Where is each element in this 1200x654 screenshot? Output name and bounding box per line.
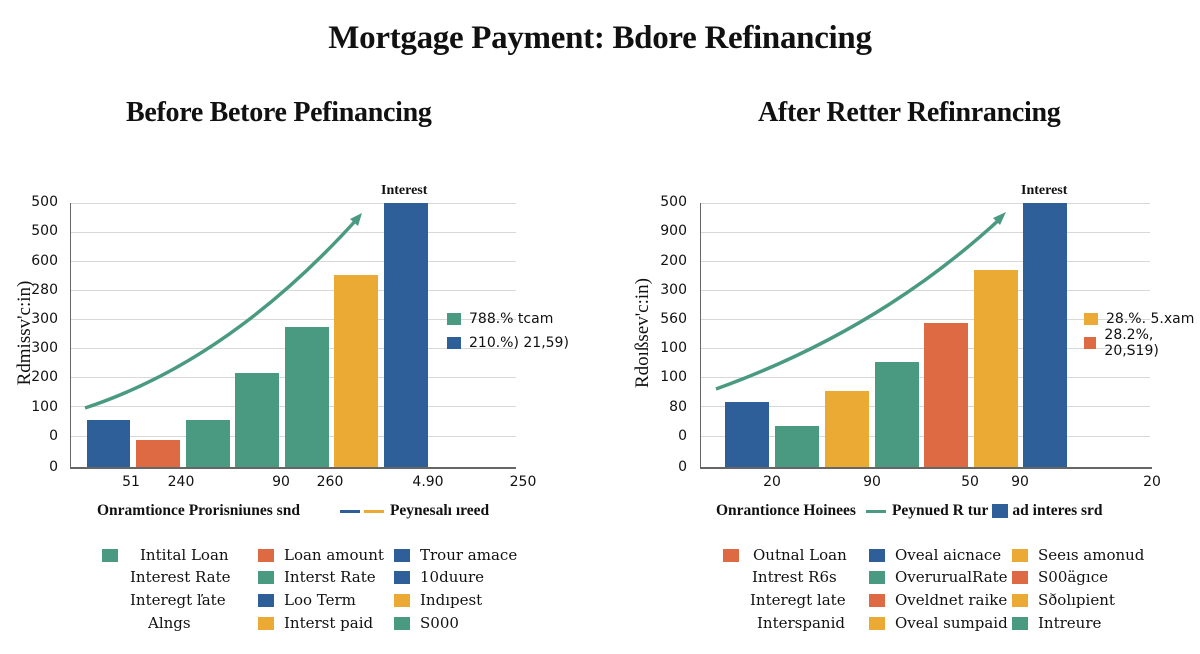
legend-item: Interest Rate [130,568,231,586]
bar[interactable] [1023,203,1067,467]
legend-item: Oveldnet raike [869,590,1007,610]
legend-item: Intreure [1012,613,1101,633]
bar[interactable] [825,391,869,467]
footer-before: Onramtionce Prorisniunes snd Peynesalı ı… [97,502,490,519]
swatch-icon [447,313,461,325]
legend-item: Interst paid [258,613,373,633]
square-icon [992,504,1009,518]
y-axis-before [70,203,71,468]
inline-legend-before: 788.% tcam 210.%) 21,59) [447,307,569,355]
swatch-icon [1012,548,1028,562]
legend-item: Trour amace [394,545,517,565]
swatch-icon [258,570,274,584]
swatch-icon [1012,616,1028,630]
legend-item: S00ägıce [1012,567,1108,587]
legend-item: OverurualRate [869,567,1008,587]
legend-item: Interegt ľate [130,591,226,609]
y-axis-after [700,203,701,468]
swatch-icon [258,548,274,562]
bar[interactable] [875,362,919,467]
legend-item: Oveal aicnace [869,545,1001,565]
swatch-icon [394,570,410,584]
swatch-icon [394,616,410,630]
bar[interactable] [87,420,130,467]
legend-item: Seeıs amonud [1012,545,1144,565]
legend-item: Sðolıpient [1012,590,1115,610]
bar[interactable] [974,270,1018,467]
inline-legend-item: 210.%) 21,59) [447,331,569,355]
swatch-icon [258,593,274,607]
x-axis-after [700,467,1152,469]
legend-item: Interst Rate [258,567,376,587]
bar[interactable] [186,420,230,467]
swatch-icon [869,570,885,584]
swatch-icon [1012,570,1028,584]
line-icon [865,509,886,513]
legend-item: Alngs [148,614,191,632]
legend-item: Interspanid [757,614,845,632]
bar[interactable] [235,373,279,467]
bar-label-interest-before: Interest [381,183,428,198]
bar[interactable] [334,275,378,467]
inline-legend-item: 788.% tcam [447,307,569,331]
legend-item: Oveal sumpaid [869,613,1008,633]
inline-legend-item: 28.%. 5.xam [1084,307,1200,331]
legend-item: Loan amount [258,545,384,565]
bar[interactable] [924,323,968,467]
chart-title-after: After Retter Refinrancing [758,97,1061,128]
legend-item: Intital Loan [102,545,229,565]
swatch-icon [394,593,410,607]
inline-legend-after: 28.%. 5.xam 28.2%, 20,S19) [1084,307,1200,359]
line-icon [339,509,360,513]
legend-item: Loo Term [258,590,356,610]
legend-item: Indıpest [394,590,482,610]
legend-item: S000 [394,613,459,633]
swatch-icon [723,548,739,562]
legend-item: Intrest R6s [752,568,837,586]
x-axis-before [70,467,516,469]
bar[interactable] [775,426,819,467]
swatch-icon [102,548,118,562]
footer-after: Onrantionce Hoinees Peynued R tur ad int… [716,502,1103,519]
legend-item: Outnal Loan [723,545,847,565]
swatch-icon [1084,337,1097,349]
swatch-icon [394,548,410,562]
legend-item: Interegt late [750,591,846,609]
main-title: Mortgage Payment: Bdore Refinancing [328,20,872,56]
swatch-icon [1012,593,1028,607]
inline-legend-item: 28.2%, 20,S19) [1084,327,1200,359]
bar[interactable] [136,440,180,467]
legend-item: 10duure [394,567,484,587]
swatch-icon [869,593,885,607]
swatch-icon [869,548,885,562]
bar-label-interest-after: Interest [1021,183,1068,198]
line-icon [363,509,384,513]
bar[interactable] [384,203,428,467]
bar[interactable] [285,327,329,467]
swatch-icon [1084,313,1098,325]
swatch-icon [869,616,885,630]
swatch-icon [447,337,461,349]
bar[interactable] [725,402,769,467]
chart-title-before: Before Betore Pefinancing [126,97,432,128]
swatch-icon [258,616,274,630]
